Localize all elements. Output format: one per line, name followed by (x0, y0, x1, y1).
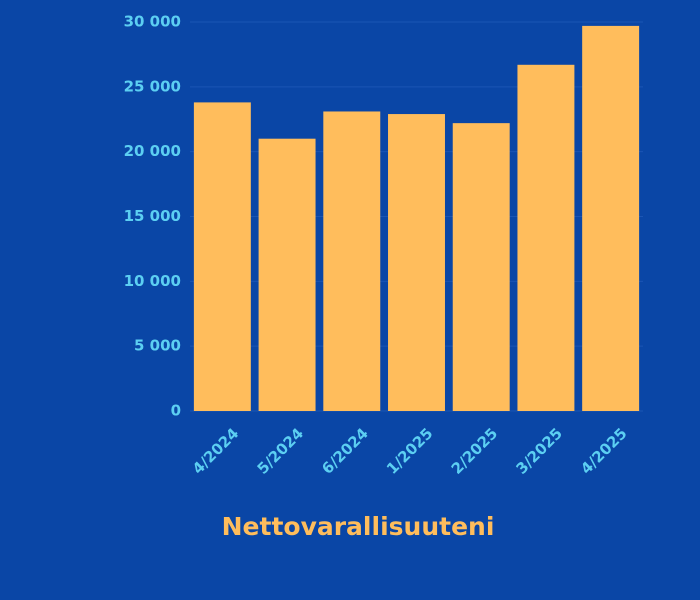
y-tick-label: 5 000 (134, 337, 181, 355)
chart-title: Nettovarallisuuteni (222, 512, 495, 541)
y-tick-label: 15 000 (124, 207, 181, 225)
bar (258, 138, 316, 411)
bar (517, 64, 575, 411)
bar (323, 111, 381, 411)
y-tick-label: 25 000 (124, 77, 181, 95)
bar (582, 25, 640, 411)
y-tick-label: 30 000 (124, 13, 181, 31)
y-tick-label: 20 000 (124, 142, 181, 160)
bar (193, 102, 251, 411)
y-tick-label: 10 000 (124, 272, 181, 290)
y-tick-label: 0 (171, 402, 181, 420)
bar (452, 123, 510, 411)
bar (388, 114, 445, 412)
